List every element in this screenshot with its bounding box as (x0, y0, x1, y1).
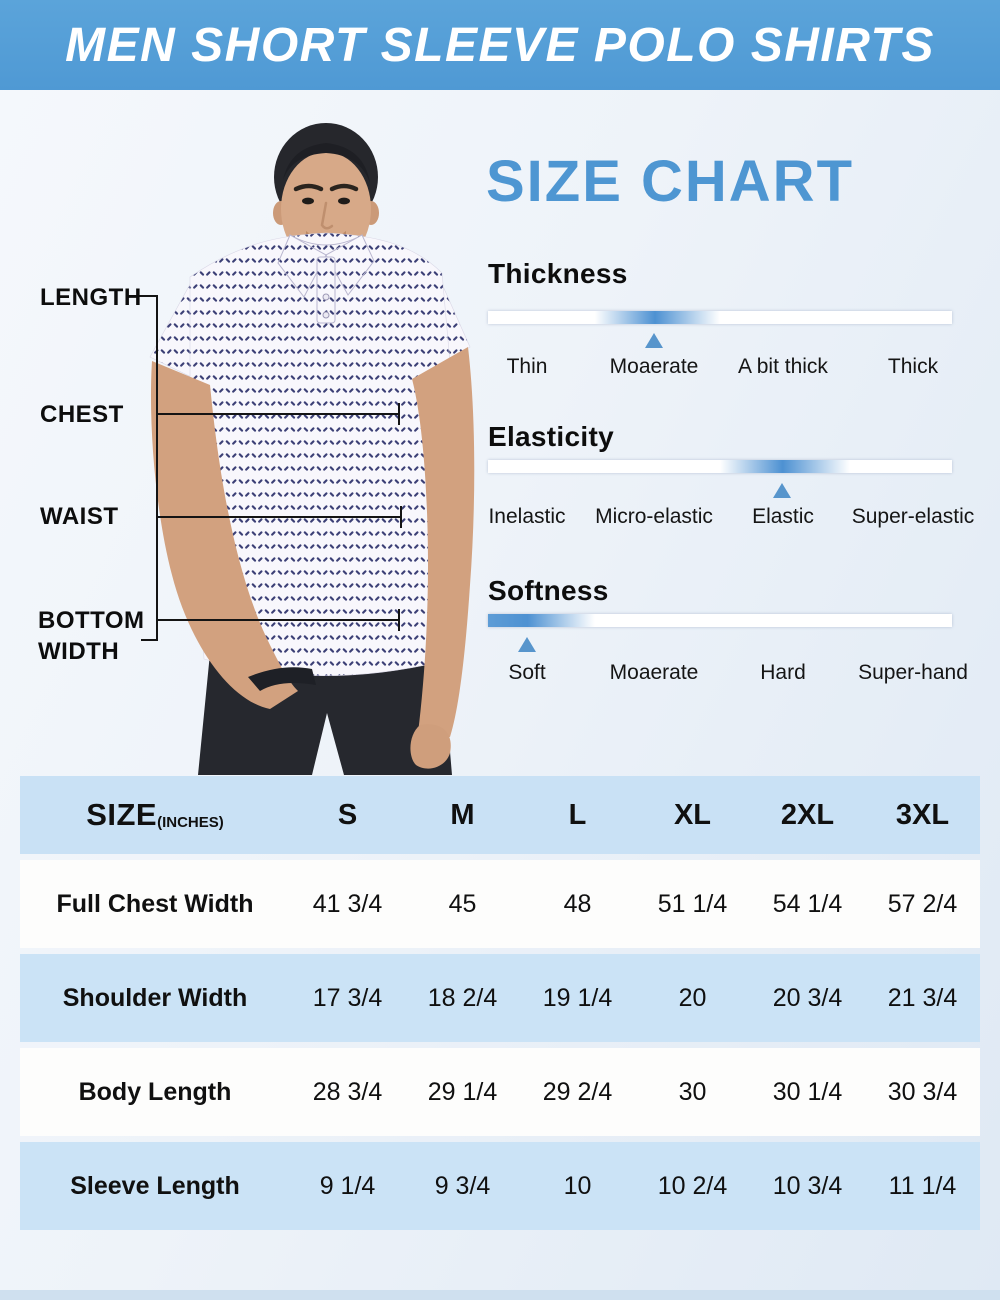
size-unit-label: (INCHES) (157, 814, 224, 831)
table-row: Body Length 28 3/4 29 1/4 29 2/4 30 30 1… (20, 1048, 980, 1136)
table-cell: 48 (563, 889, 592, 918)
table-header-cell: S (337, 798, 358, 831)
measure-tick-bottom-width (141, 639, 158, 641)
table-header-cell: 2XL (780, 798, 835, 831)
table-cell: 29 2/4 (542, 1077, 613, 1106)
table-cell: 9 3/4 (434, 1171, 491, 1200)
table-cell: 21 3/4 (887, 983, 958, 1012)
table-cell: 10 3/4 (772, 1171, 843, 1200)
scale-title: Thickness (488, 258, 628, 289)
measure-label-length: LENGTH (40, 284, 142, 311)
size-label: SIZE (86, 797, 158, 832)
scale-softness: Softness Soft Moaerate Hard Super-hand (488, 575, 968, 705)
table-cell: 18 2/4 (427, 983, 498, 1012)
table-cell: 17 3/4 (312, 983, 383, 1012)
table-header-row: SIZE(INCHES) S M L XL 2XL 3XL (20, 776, 980, 854)
measure-label-bottom-width: BOTTOM WIDTH (38, 607, 145, 665)
scale-option-label: A bit thick (738, 355, 828, 378)
row-label: Full Chest Width (56, 889, 254, 918)
measure-line-waist (157, 516, 402, 518)
banner-title: MEN SHORT SLEEVE POLO SHIRTS (65, 18, 935, 72)
table-cell: 51 1/4 (657, 889, 728, 918)
scale-option-label: Thin (506, 355, 548, 378)
model-photo (149, 123, 475, 775)
size-table: SIZE(INCHES) S M L XL 2XL 3XL Full Chest… (20, 776, 980, 1236)
table-row: Sleeve Length 9 1/4 9 3/4 10 10 2/4 10 3… (20, 1142, 980, 1230)
measure-tick-waist (400, 506, 402, 528)
scale-option-label: Super-hand (858, 661, 968, 684)
table-cell: 20 (678, 983, 707, 1012)
scale-title: Softness (488, 575, 609, 606)
table-cell: 28 3/4 (312, 1077, 383, 1106)
marker-triangle-icon (645, 333, 663, 348)
scale-option-label: Moaerate (609, 355, 699, 378)
model-arms (150, 347, 475, 769)
scale-option-label: Thick (887, 355, 939, 378)
scale-title: Elasticity (488, 421, 614, 452)
scale-elasticity: Elasticity Inelastic Micro-elastic Elast… (488, 421, 974, 551)
scale-option-label: Soft (508, 661, 546, 684)
measure-tick-bottom (398, 609, 400, 631)
measure-line-chest (157, 413, 400, 415)
table-header-cell: 3XL (895, 798, 950, 831)
measure-line-vertical (156, 296, 158, 640)
measure-label-chest: CHEST (40, 401, 124, 428)
scale-option-label: Hard (760, 661, 806, 684)
table-row: Full Chest Width 41 3/4 45 48 51 1/4 54 … (20, 860, 980, 948)
table-cell: 30 1/4 (772, 1077, 843, 1106)
table-cell: 57 2/4 (887, 889, 958, 918)
measure-line-bottom (157, 619, 400, 621)
table-cell: 10 2/4 (657, 1171, 728, 1200)
marker-triangle-icon (518, 637, 536, 652)
scale-bar (488, 614, 952, 627)
table-cell: 19 1/4 (542, 983, 613, 1012)
table-cell: 29 1/4 (427, 1077, 498, 1106)
model-shirt (149, 232, 471, 677)
table-cell: 20 3/4 (772, 983, 843, 1012)
banner: MEN SHORT SLEEVE POLO SHIRTS (0, 0, 1000, 90)
scale-option-label: Elastic (752, 505, 814, 528)
table-header-cell: XL (673, 798, 712, 831)
table-cell: 54 1/4 (772, 889, 843, 918)
row-label: Shoulder Width (62, 983, 248, 1012)
table-cell: 10 (563, 1171, 592, 1200)
table-cell: 30 3/4 (887, 1077, 958, 1106)
scale-option-label: Super-elastic (851, 505, 975, 528)
row-label: Sleeve Length (70, 1171, 240, 1200)
table-cell: 45 (448, 889, 477, 918)
table-cell: 9 1/4 (319, 1171, 376, 1200)
scale-option-label: Micro-elastic (595, 505, 713, 528)
table-cell: 30 (678, 1077, 707, 1106)
marker-triangle-icon (773, 483, 791, 498)
scale-bar (488, 460, 952, 473)
measure-tick-chest (398, 403, 400, 425)
measure-label-waist: WAIST (40, 503, 119, 530)
scale-bar (488, 311, 952, 324)
table-header-size: SIZE(INCHES) (20, 797, 290, 833)
table-header-cell: L (568, 798, 587, 831)
size-chart-title: SIZE CHART (486, 149, 854, 214)
row-label: Body Length (78, 1077, 232, 1106)
scale-thickness: Thickness Thin Moaerate A bit thick Thic… (488, 258, 952, 388)
table-cell: 41 3/4 (312, 889, 383, 918)
table-header-cell: M (450, 798, 475, 831)
scale-option-label: Moaerate (609, 661, 699, 684)
scale-option-label: Inelastic (488, 505, 566, 528)
table-row: Shoulder Width 17 3/4 18 2/4 19 1/4 20 2… (20, 954, 980, 1042)
bottom-strip (0, 1290, 1000, 1300)
measure-tick-length (138, 295, 158, 297)
table-cell: 11 1/4 (888, 1171, 957, 1200)
